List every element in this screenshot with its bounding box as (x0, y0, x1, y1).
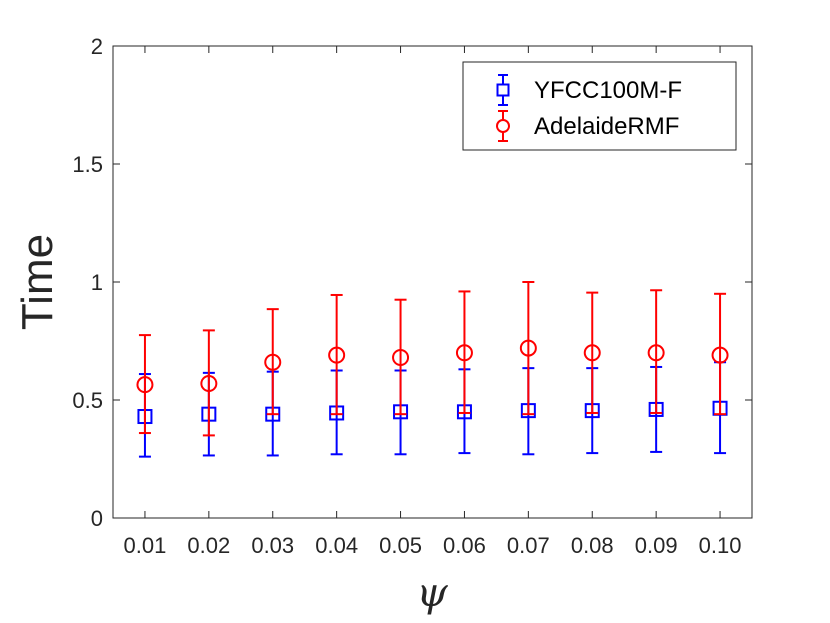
legend-marker (496, 110, 510, 142)
x-tick-label: 0.09 (635, 533, 678, 558)
y-axis-label: Time (13, 234, 62, 330)
y-tick-label: 0 (91, 506, 103, 531)
error-bar (202, 329, 215, 437)
axes-layer: 0.01 0.02 0.03 0.04 0.05 0.06 0.07 0.08 0.09 0.10… (72, 34, 752, 558)
data-point (583, 344, 601, 362)
legend-box (462, 61, 737, 151)
data-point (264, 353, 282, 371)
legend-marker (496, 74, 510, 106)
x-tick-label: 0.08 (571, 533, 614, 558)
error-bar (330, 293, 343, 416)
error-bar (266, 308, 279, 416)
y-tick-label: 2 (91, 34, 103, 59)
error-bar (714, 292, 727, 416)
error-bar (458, 290, 471, 414)
legend-label-yfcc100m-f: YFCC100M-F (534, 77, 682, 104)
x-tick-label: 0.10 (699, 533, 742, 558)
x-tick-label: 0.05 (379, 533, 422, 558)
error-bar (650, 289, 663, 414)
x-tick-label: 0.04 (315, 533, 358, 558)
series-layer (136, 281, 729, 458)
x-tick-label: 0.01 (124, 533, 167, 558)
error-bar (586, 291, 599, 414)
y-tick-label: 1.5 (72, 152, 103, 177)
data-point (136, 376, 154, 394)
legend-marks (496, 74, 510, 142)
x-axis-label: ψ (416, 570, 448, 616)
legend: YFCC100M-F AdelaideRMF (462, 61, 737, 151)
x-tick-label: 0.06 (443, 533, 486, 558)
error-bar (138, 334, 151, 435)
error-bar (522, 281, 535, 416)
y-tick-label: 0.5 (72, 388, 103, 413)
data-point (328, 346, 346, 364)
x-tick-label: 0.03 (251, 533, 294, 558)
error-bar (394, 298, 407, 416)
legend-label-adelaidermf: AdelaideRMF (534, 113, 679, 140)
x-tick-label: 0.07 (507, 533, 550, 558)
data-point (392, 349, 410, 367)
y-tick-label: 1 (91, 270, 103, 295)
data-point (200, 374, 218, 392)
data-point (519, 339, 537, 357)
data-point (711, 346, 729, 364)
x-tick-label: 0.02 (187, 533, 230, 558)
data-point (647, 344, 665, 362)
series-adelaidermf (136, 281, 729, 437)
data-point (455, 344, 473, 362)
